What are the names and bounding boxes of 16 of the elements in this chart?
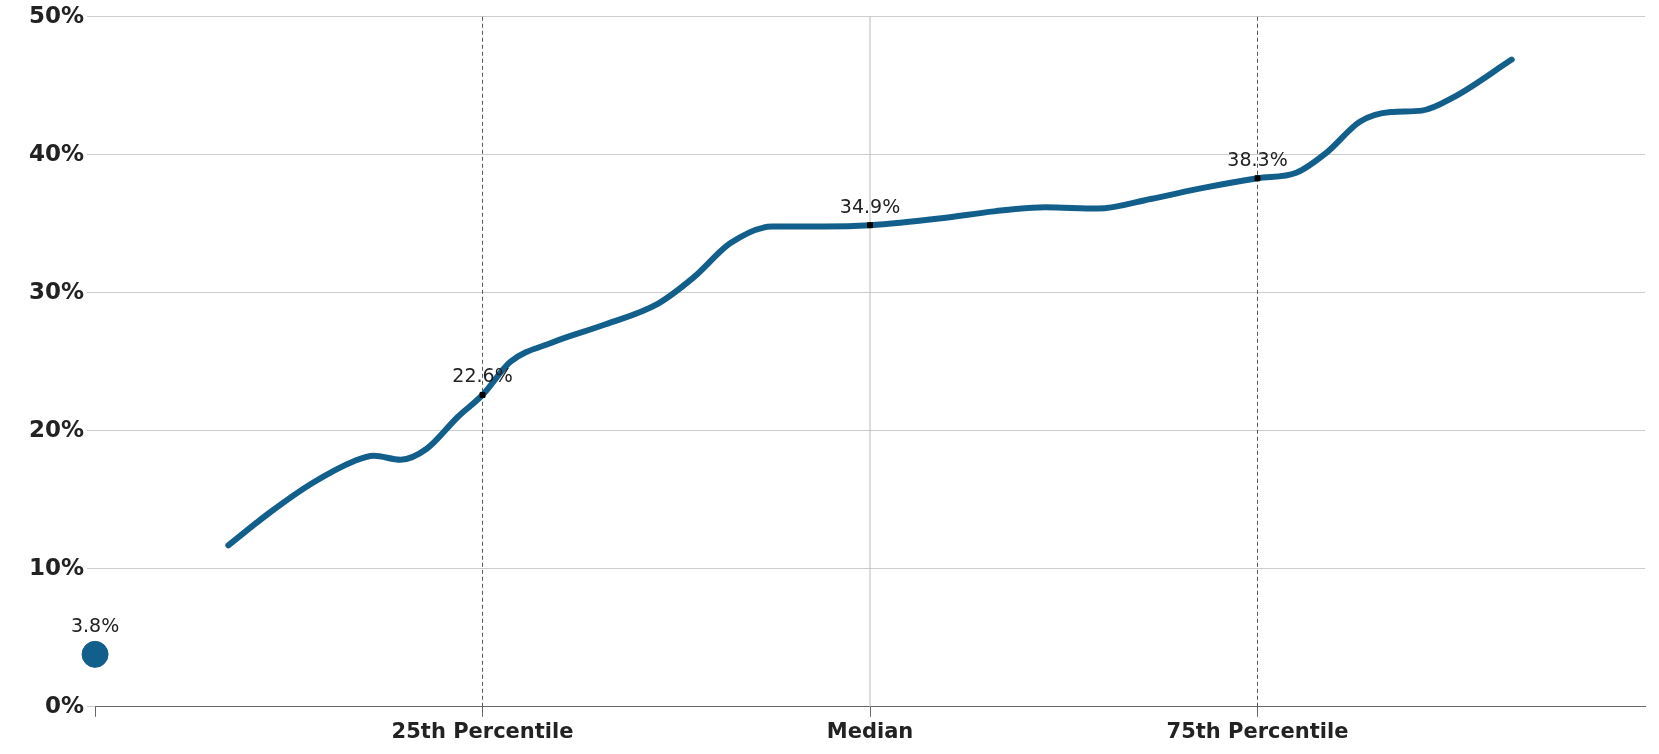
y-tick-label: 0% <box>44 691 85 718</box>
point <box>867 222 873 229</box>
y-tick-label: 30% <box>28 277 85 304</box>
point <box>1254 175 1261 182</box>
point <box>81 640 109 668</box>
point <box>479 391 486 398</box>
data-label: 38.3% <box>1227 147 1288 170</box>
x-tick-label: 75th Percentile <box>1166 718 1349 743</box>
data-label: 3.8% <box>70 613 120 636</box>
data-label: 34.9% <box>839 194 901 217</box>
y-tick-label: 50% <box>28 1 85 28</box>
y-tick-label: 40% <box>28 139 85 166</box>
y-tick-label: 20% <box>28 415 85 442</box>
x-tick-label: 25th Percentile <box>391 718 574 743</box>
y-tick-label: 10% <box>28 553 85 580</box>
x-tick-label: Median <box>826 718 914 743</box>
